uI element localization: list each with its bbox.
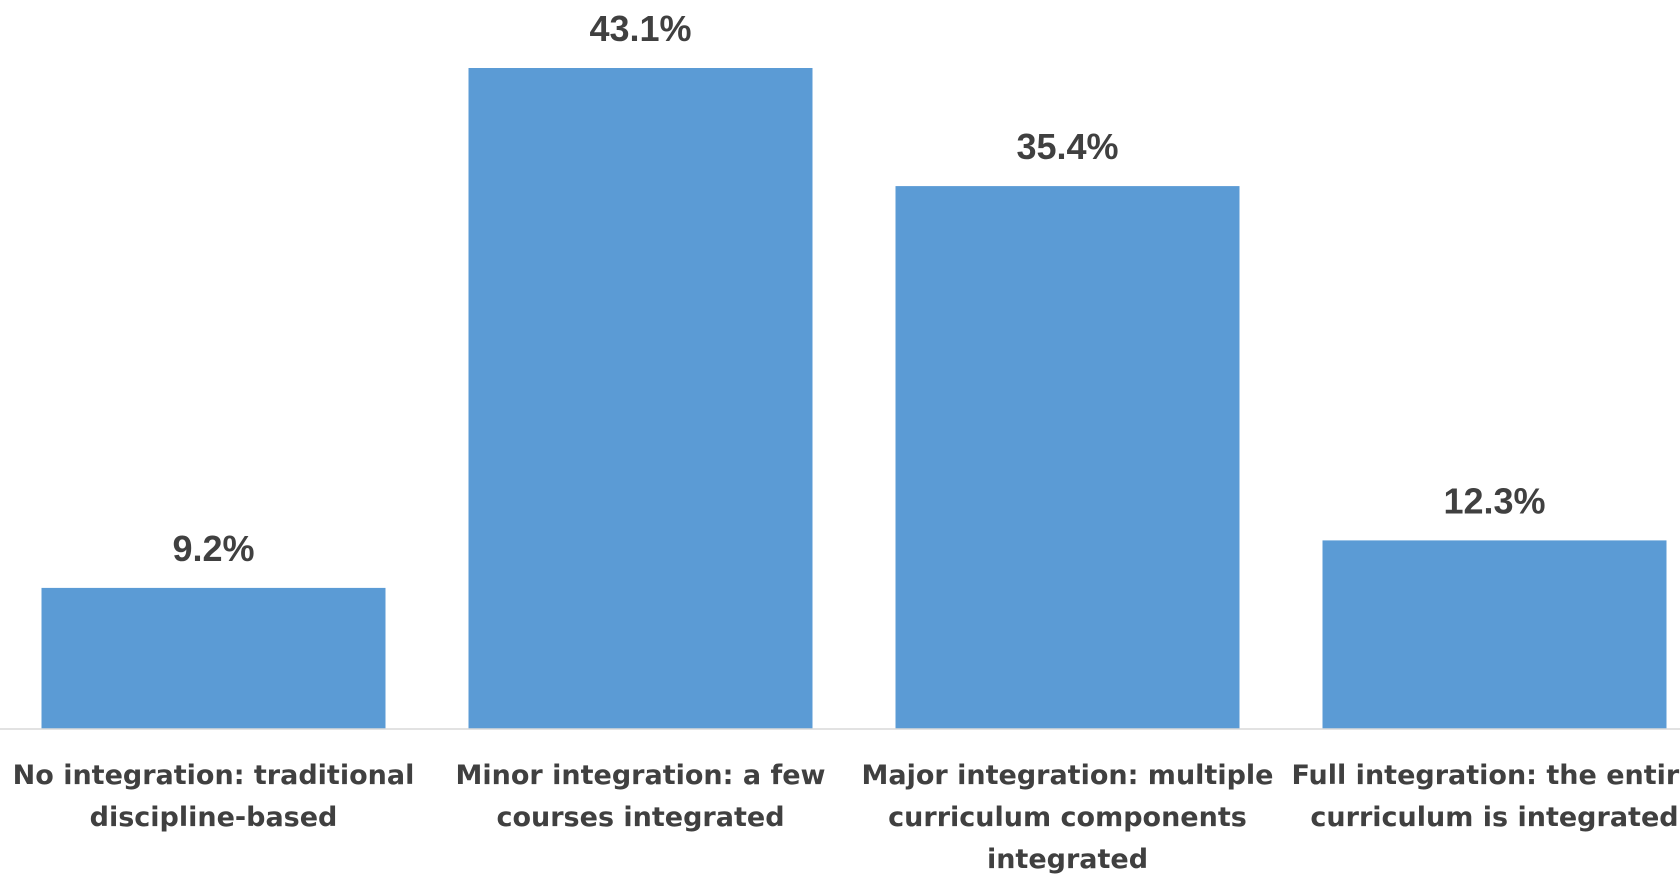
bar-3 [895, 186, 1240, 730]
bar-2 [468, 68, 813, 729]
category-label-4: Full integration: the entire curriculum i… [1291, 760, 1680, 833]
category-label-line: curriculum is integrated [1310, 802, 1678, 833]
category-label-3: Major integration: multiple curriculum co… [862, 760, 1274, 875]
category-label-1: No integration: traditional discipline-ba… [13, 760, 415, 833]
category-label-line: Full integration: the entire [1291, 760, 1680, 791]
category-label-line: Major integration: multiple [862, 760, 1274, 791]
value-labels-group: 9.2% 43.1% 35.4% 12.3% [172, 8, 1545, 569]
bar-4 [1322, 540, 1667, 729]
bars-group [41, 68, 1667, 730]
category-label-line: No integration: traditional [13, 760, 415, 791]
bar-1 [41, 587, 386, 729]
category-label-2: Minor integration: a few courses integrat… [456, 760, 826, 833]
data-label-4: 12.3% [1443, 480, 1545, 521]
category-label-line: curriculum components [888, 802, 1247, 833]
category-label-line: Minor integration: a few [456, 760, 826, 791]
category-labels-group: No integration: traditional discipline-ba… [13, 760, 1680, 875]
data-label-3: 35.4% [1016, 126, 1118, 167]
category-label-line: discipline-based [90, 802, 338, 833]
category-label-line: integrated [987, 844, 1148, 875]
data-label-2: 43.1% [589, 8, 691, 49]
category-label-line: courses integrated [496, 802, 784, 833]
data-label-1: 9.2% [172, 528, 254, 569]
